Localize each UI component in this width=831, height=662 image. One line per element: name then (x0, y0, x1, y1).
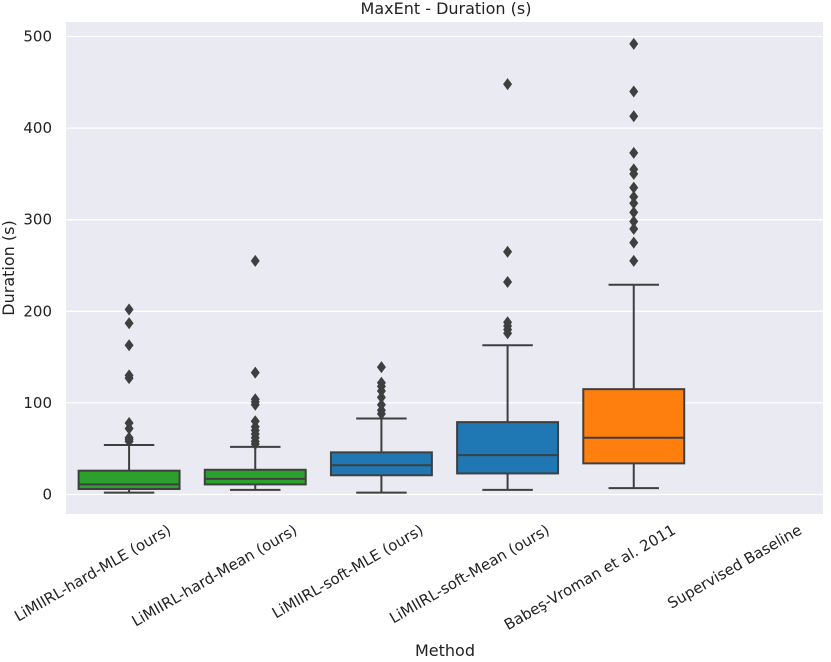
outlier-point (124, 317, 134, 330)
box-group-1 (203, 254, 307, 491)
y-tick-label: 200 (23, 302, 52, 320)
outlier-point (124, 431, 134, 444)
outlier-point (376, 391, 386, 404)
outlier-point (629, 254, 639, 267)
outlier-point (629, 206, 639, 219)
outlier-point (250, 415, 260, 428)
y-tick-label: 500 (23, 28, 52, 46)
outlier-point (250, 254, 260, 267)
outlier-point (376, 398, 386, 411)
outlier-point (124, 417, 134, 430)
y-tick-label: 100 (23, 394, 52, 412)
outlier-point (503, 245, 513, 258)
outlier-point (629, 110, 639, 123)
box-iqr (582, 388, 686, 465)
y-tick-label: 400 (23, 119, 52, 137)
box-iqr (329, 451, 433, 477)
boxes (77, 37, 686, 494)
box-group-3 (456, 78, 560, 491)
y-axis-ticks: 0 100 200 300 400 500 (23, 28, 52, 504)
outlier-point (629, 37, 639, 50)
box-iqr (456, 421, 560, 475)
outlier-point (629, 146, 639, 159)
box-group-4 (582, 37, 686, 490)
outlier-point (376, 361, 386, 374)
outlier-point (629, 215, 639, 228)
y-tick-label: 0 (42, 486, 52, 504)
outlier-point (124, 303, 134, 316)
outlier-point (629, 222, 639, 235)
x-axis-label: Method (415, 641, 475, 660)
box-iqr (77, 469, 181, 491)
outlier-point (503, 316, 513, 329)
outlier-point (124, 369, 134, 382)
outlier-point (503, 275, 513, 288)
outlier-point (629, 163, 639, 176)
outlier-point (629, 85, 639, 98)
x-tick-label: Supervised Baseline (664, 521, 805, 613)
outlier-point (250, 366, 260, 379)
outlier-point (250, 393, 260, 406)
plot-background (66, 22, 823, 514)
outlier-point (629, 181, 639, 194)
box-iqr (203, 468, 307, 486)
gridlines (66, 35, 823, 496)
outlier-point (629, 190, 639, 203)
outlier-point (376, 376, 386, 389)
x-axis-ticks: LiMIIRL-hard-MLE (ours)LiMIIRL-hard-Mean… (11, 521, 805, 634)
outlier-point (629, 236, 639, 249)
y-tick-label: 300 (23, 211, 52, 229)
box-group-0 (77, 303, 181, 494)
chart-title: MaxEnt - Duration (s) (361, 0, 532, 18)
outlier-point (124, 339, 134, 352)
box-group-2 (329, 361, 433, 494)
outlier-point (503, 78, 513, 91)
outlier-point (629, 197, 639, 210)
y-axis-label: Duration (s) (0, 220, 18, 315)
